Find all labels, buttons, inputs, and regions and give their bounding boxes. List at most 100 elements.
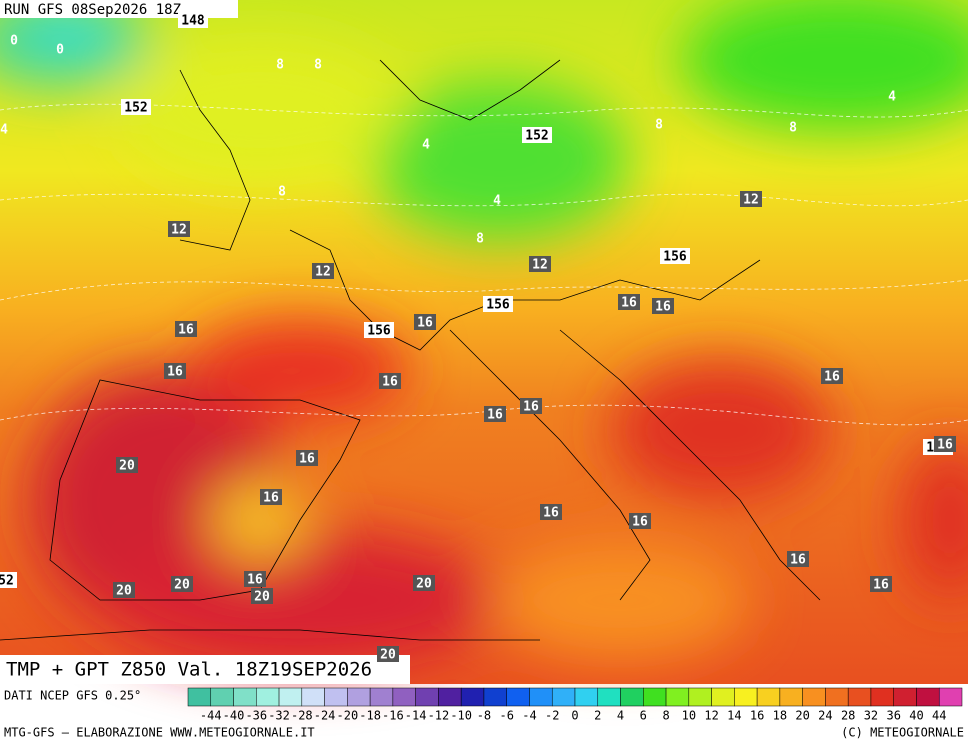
label-box bbox=[164, 363, 186, 379]
colorbar-label: -20 bbox=[337, 709, 359, 723]
colorbar-label: -44 bbox=[200, 709, 222, 723]
map-label: 156 bbox=[663, 250, 687, 265]
colorbar-swatch bbox=[438, 687, 462, 707]
colorbar-swatch bbox=[460, 687, 485, 707]
colorbar-label: 2 bbox=[594, 709, 601, 723]
label-box bbox=[414, 314, 436, 330]
label-box bbox=[296, 450, 318, 466]
label-box bbox=[540, 504, 562, 520]
colorbar-swatch bbox=[506, 687, 530, 707]
colorbar-label: -4 bbox=[522, 709, 536, 723]
label-box bbox=[413, 575, 435, 591]
data-source: DATI NCEP GFS 0.25° bbox=[4, 689, 141, 703]
label-box bbox=[520, 398, 542, 414]
colorbar-label: -16 bbox=[382, 709, 404, 723]
map-label: 8 bbox=[278, 185, 286, 200]
label-box bbox=[618, 294, 640, 310]
label-box bbox=[660, 248, 690, 264]
label-box bbox=[364, 322, 394, 338]
map-label: 0 bbox=[10, 34, 18, 49]
map-label: 20 bbox=[254, 590, 270, 605]
colorbar-label: -8 bbox=[477, 709, 491, 723]
colorbar-label: 24 bbox=[818, 709, 832, 723]
colorbar-swatch bbox=[415, 687, 439, 707]
colorbar-swatch bbox=[847, 687, 872, 707]
colorbar-swatch bbox=[916, 687, 940, 707]
map-label: 4 bbox=[888, 90, 896, 105]
label-box bbox=[116, 457, 138, 473]
colorbar-swatch bbox=[734, 687, 758, 707]
colorbar-label: -14 bbox=[405, 709, 427, 723]
colorbar-label: -40 bbox=[223, 709, 245, 723]
colorbar-swatch bbox=[938, 687, 963, 707]
map-label: 16 bbox=[937, 438, 953, 453]
label-box bbox=[379, 373, 401, 389]
colorbar-swatch bbox=[711, 687, 735, 707]
map-label: 4 bbox=[0, 123, 8, 138]
label-box bbox=[171, 576, 193, 592]
colorbar-label: 12 bbox=[704, 709, 718, 723]
colorbar-swatch bbox=[256, 687, 280, 707]
colorbar-swatch bbox=[688, 687, 712, 707]
map-label: 16 bbox=[178, 323, 194, 338]
map-label: 12 bbox=[743, 193, 759, 208]
map-label: 12 bbox=[171, 223, 187, 238]
map-title: TMP + GPT Z850 Val. 18Z19SEP2026 bbox=[6, 659, 372, 681]
map-label: 152 bbox=[525, 129, 548, 144]
colorbar-label: -6 bbox=[499, 709, 513, 723]
map-label: 16 bbox=[824, 370, 840, 385]
colorbar-swatch bbox=[597, 687, 621, 707]
map-label: 8 bbox=[276, 58, 284, 73]
colorbar-swatch bbox=[551, 687, 576, 707]
colorbar-label: -24 bbox=[314, 709, 336, 723]
label-box bbox=[629, 513, 651, 529]
label-box bbox=[113, 582, 135, 598]
colorbar-label: 44 bbox=[932, 709, 946, 723]
label-box bbox=[484, 406, 506, 422]
colorbar-label: 32 bbox=[864, 709, 878, 723]
label-box bbox=[483, 296, 513, 312]
map-label: 16 bbox=[873, 578, 889, 593]
label-box bbox=[870, 576, 892, 592]
footer-left: MTG-GFS – ELABORAZIONE WWW.METEOGIORNALE… bbox=[4, 726, 315, 740]
colorbar-swatch bbox=[870, 687, 894, 707]
colorbar-label: 28 bbox=[841, 709, 855, 723]
temperature-field bbox=[0, 0, 968, 670]
map-label: 16 bbox=[543, 506, 559, 521]
colorbar-label: -10 bbox=[450, 709, 472, 723]
label-box bbox=[377, 646, 399, 662]
colorbar-swatch bbox=[278, 687, 303, 707]
map-label: 8 bbox=[655, 118, 663, 133]
label-box bbox=[529, 256, 551, 272]
map-label: 20 bbox=[380, 648, 396, 663]
map-label: 16 bbox=[621, 296, 637, 311]
label-box bbox=[740, 191, 762, 207]
colorbar-swatch bbox=[347, 687, 371, 707]
colorbar-label: -2 bbox=[545, 709, 559, 723]
map-label: 16 bbox=[417, 316, 433, 331]
colorbar-swatch bbox=[210, 687, 234, 707]
map-label: 8 bbox=[476, 232, 484, 247]
map-label: 8 bbox=[314, 58, 322, 73]
colorbar-label: 40 bbox=[909, 709, 923, 723]
colorbar-label: 18 bbox=[773, 709, 787, 723]
label-box bbox=[0, 572, 17, 588]
colorbar-swatch bbox=[643, 687, 667, 707]
colorbar-swatch bbox=[483, 687, 507, 707]
label-box bbox=[168, 221, 190, 237]
colorbar-swatch bbox=[620, 687, 644, 707]
colorbar-label: 14 bbox=[727, 709, 741, 723]
map-label: 16 bbox=[523, 400, 539, 415]
map-label: 4 bbox=[493, 194, 501, 209]
map-label: 156 bbox=[367, 324, 391, 339]
map-label: 52 bbox=[0, 574, 14, 589]
colorbar-label: -18 bbox=[359, 709, 381, 723]
colorbar-label: -36 bbox=[245, 709, 267, 723]
label-box bbox=[244, 571, 266, 587]
colorbar-label: 16 bbox=[750, 709, 764, 723]
colorbar-label: -28 bbox=[291, 709, 313, 723]
colorbar-swatch bbox=[233, 687, 257, 707]
run-label: RUN GFS 08Sep2026 18Z bbox=[4, 2, 181, 18]
colorbar-swatch bbox=[756, 687, 781, 707]
colorbar-swatch bbox=[392, 687, 416, 707]
